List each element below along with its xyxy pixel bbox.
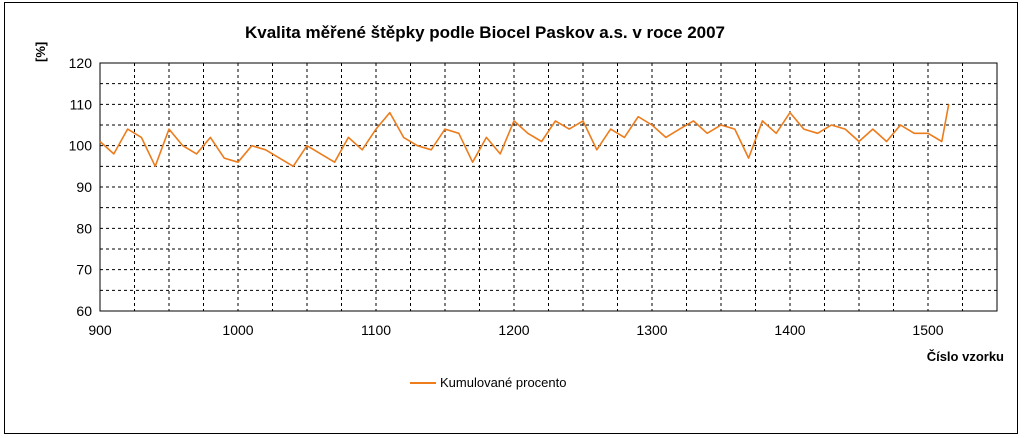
x-tick-label: 1300 — [636, 322, 667, 338]
x-tick-label: 1000 — [222, 322, 253, 338]
x-tick-label: 1100 — [361, 322, 391, 338]
chart-title: Kvalita měřené štěpky podle Biocel Pasko… — [244, 23, 726, 42]
y-tick-label: 120 — [69, 55, 93, 71]
chart-frame: Kvalita měřené štěpky podle Biocel Pasko… — [4, 2, 1018, 434]
x-tick-label: 1500 — [912, 322, 943, 338]
y-tick-label: 110 — [70, 96, 93, 112]
x-tick-label: 1200 — [498, 322, 529, 338]
y-tick-label: 90 — [76, 179, 92, 195]
tick-labels: 60 70 80 90 100 110 120 900 1000 1100 1200 1300 1400… — [69, 55, 944, 338]
y-tick-label: 80 — [76, 220, 92, 236]
x-tick-label: 900 — [88, 322, 112, 338]
y-axis-label: [%] — [33, 41, 48, 62]
series-line — [99, 104, 950, 168]
axes — [99, 62, 998, 312]
y-tick-label: 70 — [76, 262, 92, 278]
grid — [100, 63, 997, 311]
x-tick-label: 1400 — [774, 322, 805, 338]
plot-area — [99, 62, 998, 312]
legend: Kumulované procento — [410, 375, 566, 390]
legend-swatch — [410, 381, 436, 384]
y-tick-label: 100 — [69, 138, 93, 154]
legend-label: Kumulované procento — [440, 375, 567, 390]
series-group — [99, 104, 950, 168]
x-axis-label: Číslo vzorku — [926, 349, 1004, 364]
y-tick-label: 60 — [76, 303, 92, 319]
